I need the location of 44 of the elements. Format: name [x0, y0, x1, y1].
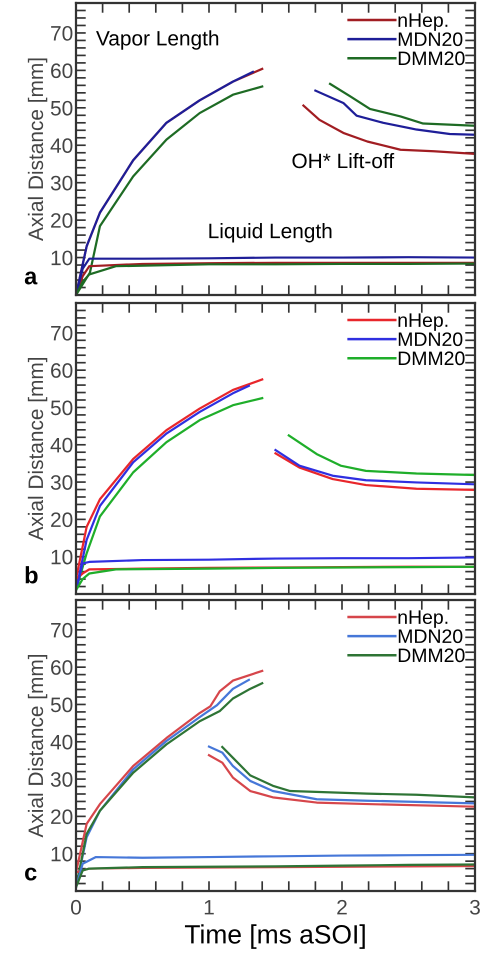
text: b: [26, 566, 38, 584]
y-tick-label: 40: [50, 138, 72, 154]
x-tick-label: 2: [337, 900, 347, 914]
text: c: [25, 868, 37, 881]
annotation: OH* Lift-off: [292, 152, 394, 168]
y-tick-label: 50: [50, 100, 72, 116]
y-tick-label: 10: [52, 250, 72, 266]
y-tick-label: 40: [50, 734, 72, 750]
x-axis-title: Time [ms aSOI]: [184, 924, 365, 949]
legend-label: DMM20: [398, 51, 465, 66]
y-tick-label: 70: [51, 622, 72, 638]
y-tick-label: 30: [50, 772, 72, 787]
y-tick-label: 30: [50, 176, 72, 190]
legend-label: MDN20: [398, 32, 462, 46]
text: a: [24, 272, 38, 284]
y-tick-label: 30: [50, 475, 72, 490]
y-tick-label: 10: [52, 550, 72, 564]
y-tick-label: 40: [50, 438, 72, 453]
y-tick-label: 60: [51, 63, 72, 78]
annotation: Vapor Length: [96, 30, 218, 50]
y-axis-title: Axial Distance [mm]: [28, 358, 48, 540]
y-tick-label: 70: [51, 326, 72, 341]
legend-label: DMM20: [398, 351, 465, 366]
y-tick-label: 20: [51, 512, 72, 528]
y-axis-title: Axial Distance [mm]: [28, 58, 48, 241]
x-tick-label: 3: [470, 900, 480, 915]
x-tick-label: 0: [71, 900, 81, 915]
y-tick-label: 20: [51, 213, 72, 228]
y-tick-label: 10: [52, 846, 72, 862]
y-tick-label: 20: [51, 809, 72, 824]
y-tick-label: 50: [50, 400, 72, 416]
y-tick-label: 70: [51, 26, 72, 41]
legend-label: DMM20: [398, 648, 465, 662]
annotation: Liquid Length: [209, 223, 332, 242]
y-tick-label: 60: [51, 660, 72, 675]
legend-label: nHep.: [398, 13, 448, 31]
legend-label: MDN20: [398, 629, 462, 644]
y-axis-title: Axial Distance [mm]: [28, 654, 48, 838]
legend-label: nHep.: [398, 610, 448, 628]
y-tick-label: 60: [51, 363, 72, 378]
legend-label: nHep.: [398, 313, 448, 331]
x-tick-label: 1: [204, 900, 214, 914]
legend-label: MDN20: [398, 332, 462, 346]
y-tick-label: 50: [50, 697, 72, 712]
